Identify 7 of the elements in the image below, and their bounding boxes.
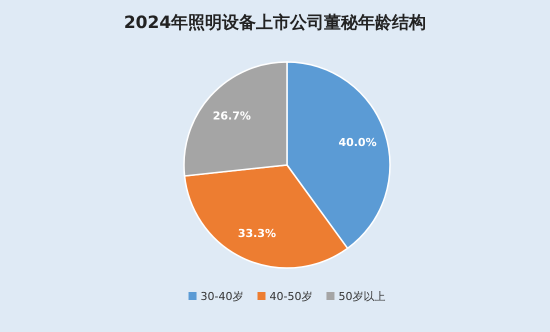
legend-label: 30-40岁	[200, 290, 244, 303]
chart-title: 2024年照明设备上市公司董秘年龄结构	[124, 13, 426, 33]
legend-label: 50岁以上	[338, 290, 386, 303]
data-label: 33.3%	[238, 226, 276, 240]
data-label: 40.0%	[338, 136, 377, 150]
legend-label: 40-50岁	[270, 290, 312, 303]
data-label: 26.7%	[212, 109, 251, 122]
